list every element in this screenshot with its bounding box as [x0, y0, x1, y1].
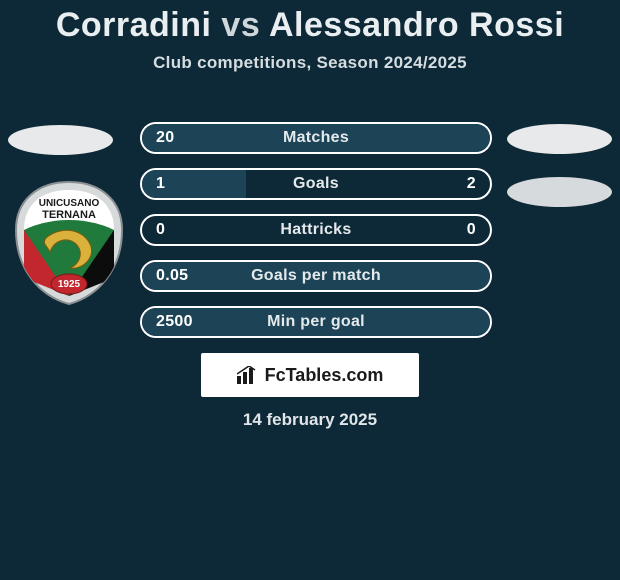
- brand-label: FcTables.com: [265, 365, 384, 386]
- stat-label: Goals: [142, 170, 490, 198]
- crest-icon: UNICUSANO TERNANA 1925: [10, 178, 128, 306]
- bar-chart-icon: [237, 366, 259, 384]
- subtitle: Club competitions, Season 2024/2025: [0, 53, 620, 73]
- left-badge-oval: [8, 125, 113, 155]
- player-left-name: Corradini: [56, 6, 212, 44]
- stat-row: 0.05 Goals per match: [140, 260, 492, 292]
- stat-row: 1 Goals 2: [140, 168, 492, 200]
- brand-box: FcTables.com: [201, 353, 419, 397]
- crest-year: 1925: [58, 279, 81, 290]
- stat-row: 2500 Min per goal: [140, 306, 492, 338]
- stat-right-value: 0: [467, 216, 476, 244]
- stat-row: 20 Matches: [140, 122, 492, 154]
- right-badge-oval-1: [507, 124, 612, 154]
- right-badge-oval-2: [507, 177, 612, 207]
- crest-text-mid: TERNANA: [42, 209, 96, 221]
- vs-label: vs: [221, 6, 260, 44]
- date-label: 14 february 2025: [0, 410, 620, 430]
- stat-label: Hattricks: [142, 216, 490, 244]
- stats-panel: 20 Matches 1 Goals 2 0 Hattricks 0 0.05 …: [140, 122, 492, 352]
- stat-label: Matches: [142, 124, 490, 152]
- stat-label: Goals per match: [142, 262, 490, 290]
- crest-text-top: UNICUSANO: [39, 198, 100, 209]
- stat-label: Min per goal: [142, 308, 490, 336]
- club-crest: UNICUSANO TERNANA 1925: [10, 178, 128, 306]
- stat-row: 0 Hattricks 0: [140, 214, 492, 246]
- page-title: Corradini vs Alessandro Rossi: [0, 0, 620, 45]
- player-right-name: Alessandro Rossi: [269, 6, 564, 44]
- stat-right-value: 2: [467, 170, 476, 198]
